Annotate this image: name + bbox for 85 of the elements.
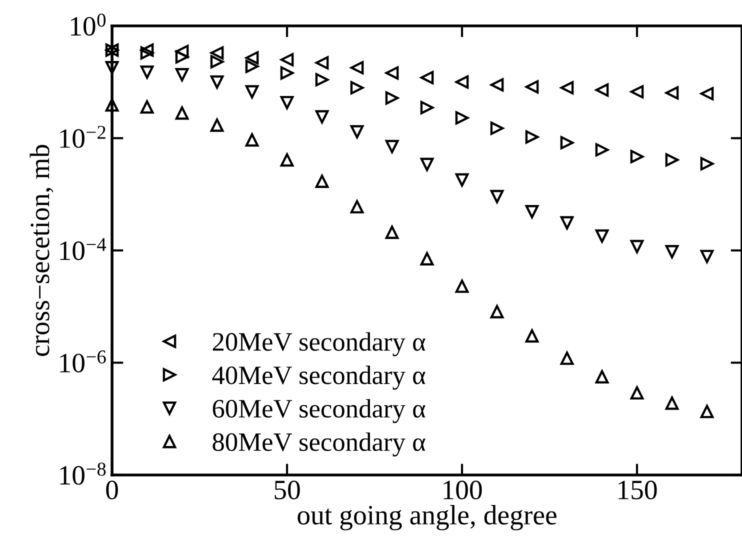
point — [490, 122, 504, 135]
point — [455, 280, 469, 293]
point — [315, 73, 329, 86]
point — [280, 96, 294, 110]
point — [700, 157, 714, 170]
legend-label: 20MeV secondary α — [212, 332, 426, 356]
legend-label: 40MeV secondary α — [212, 366, 426, 390]
point — [525, 329, 539, 343]
x-axis-title: out going angle, degree — [298, 505, 556, 530]
point — [175, 44, 189, 58]
point — [700, 404, 714, 418]
legend-label: 60MeV secondary α — [212, 399, 426, 424]
x-tick-label: 50 — [274, 480, 300, 500]
point — [525, 130, 539, 144]
point — [595, 143, 609, 156]
point — [490, 305, 504, 318]
y-tick-label: 10$^{−2}$ — [60, 126, 106, 148]
point — [700, 87, 714, 100]
point — [385, 226, 399, 240]
y-axis-title: cross−secetion, mb — [30, 144, 54, 356]
point — [350, 200, 364, 214]
point — [350, 81, 364, 94]
point — [140, 65, 154, 79]
y-tick-label: 10$^{−8}$ — [60, 462, 106, 485]
point — [140, 43, 154, 57]
point — [525, 205, 539, 218]
point — [385, 140, 399, 154]
point — [525, 80, 539, 94]
point — [665, 245, 679, 258]
point — [630, 85, 644, 98]
point — [315, 56, 329, 70]
point — [280, 53, 294, 66]
point — [245, 51, 259, 64]
point — [385, 66, 399, 80]
point — [630, 240, 644, 254]
x-tick-label: 100 — [444, 480, 482, 500]
y-tick-label: 10$^{−6}$ — [60, 350, 106, 372]
x-tick-label: 150 — [618, 480, 657, 500]
point — [630, 150, 644, 164]
point — [245, 85, 259, 98]
point — [105, 98, 119, 112]
point — [455, 111, 469, 125]
point — [420, 70, 434, 84]
point — [595, 229, 609, 243]
point — [665, 396, 679, 410]
point — [245, 60, 259, 74]
point — [210, 75, 224, 89]
point — [665, 153, 679, 167]
point — [490, 78, 504, 92]
point — [280, 66, 294, 80]
point — [560, 136, 574, 150]
point — [140, 100, 154, 114]
point — [455, 75, 469, 89]
point — [350, 125, 364, 138]
point — [560, 81, 574, 94]
point — [175, 68, 189, 82]
point — [315, 174, 329, 188]
point — [105, 61, 119, 74]
point — [210, 55, 224, 68]
point — [595, 83, 609, 97]
y-tick-label: 10$^{0}$ — [71, 14, 106, 36]
point — [420, 252, 434, 266]
point — [455, 173, 469, 187]
point — [560, 352, 574, 365]
legend-label: 80MeV secondary α — [212, 432, 426, 456]
point — [700, 250, 714, 264]
point — [665, 86, 679, 100]
point — [350, 61, 364, 74]
point — [385, 91, 399, 105]
point — [175, 50, 189, 64]
y-tick-label: 10$^{−4}$ — [60, 238, 106, 260]
point — [560, 216, 574, 230]
point — [175, 106, 189, 120]
point — [630, 386, 644, 400]
point — [315, 110, 329, 124]
point — [280, 153, 294, 167]
x-tick-label: 0 — [106, 480, 118, 500]
point — [595, 370, 609, 384]
point — [245, 133, 259, 147]
point — [210, 118, 224, 132]
point — [420, 158, 434, 172]
point — [490, 190, 504, 204]
point — [210, 46, 224, 60]
point — [140, 46, 154, 60]
point — [420, 100, 434, 114]
